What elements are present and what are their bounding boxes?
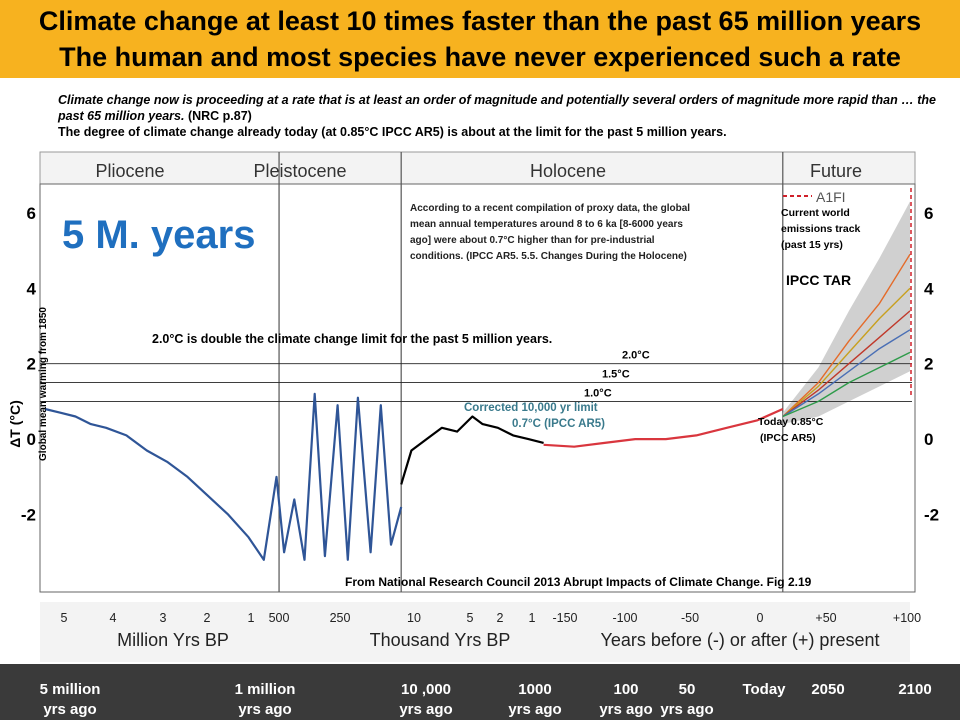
y-tick-right-0: 6 [924, 204, 933, 223]
y-ticks: 6 6 4 4 2 2 0 0 -2 -2 [21, 204, 939, 525]
x-tick-2: 3 [160, 611, 167, 625]
y-tick-right-2: 2 [924, 355, 933, 374]
footer-label-3: 1000 yrs ago [508, 681, 562, 718]
x-axis-label-myr: Million Yrs BP [117, 630, 229, 650]
today-line-1: Today 0.85°C [758, 416, 824, 428]
title-banner: Climate change at least 10 times faster … [0, 0, 960, 78]
series-line-7 [782, 351, 911, 418]
chart: Pliocene Pleistocene Holocene Future 2.0… [7, 151, 939, 662]
reference-lines: 2.0°C 1.5°C 1.0°C [40, 350, 912, 402]
x-ticks: 5 4 3 2 1 500 250 10 5 2 1 -150 -100 -50 0 +50 +100 [61, 611, 922, 625]
series-line-4 [782, 287, 911, 418]
x-tick-7: 10 [407, 611, 421, 625]
reference-label-1: 1.5°C [602, 369, 630, 381]
x-tick-15: +50 [815, 611, 836, 625]
footer-label-4: 100 yrs ago [599, 681, 653, 718]
footer-label-7: 2050 [811, 681, 845, 698]
big-label-5m: 5 M. years [62, 213, 255, 257]
y-tick-left-0: 6 [27, 204, 36, 223]
y-tick-right-4: -2 [924, 506, 939, 525]
x-tick-11: -150 [552, 611, 577, 625]
source-note: From National Research Council 2013 Abru… [345, 575, 812, 589]
emissions-line-1: Current world [781, 207, 850, 219]
x-tick-10: 1 [529, 611, 536, 625]
holocene-note-line-2: mean annual temperatures around 8 to 6 k… [410, 219, 683, 230]
timeline-footer: 5 million yrs ago 1 million yrs ago 10 ,000 y… [0, 664, 960, 720]
y-tick-left-3: 0 [27, 430, 36, 449]
today-line-2: (IPCC AR5) [760, 432, 816, 444]
footer-label-8: 2100 [898, 681, 932, 698]
era-future: Future [810, 161, 862, 181]
y-tick-left-1: 4 [27, 279, 37, 298]
era-pleistocene: Pleistocene [253, 161, 346, 181]
series-line-1 [400, 415, 544, 485]
x-axis-label-kyr: Thousand Yrs BP [370, 630, 511, 650]
era-band [39, 151, 916, 185]
x-tick-8: 5 [467, 611, 474, 625]
y-tick-left-4: -2 [21, 506, 36, 525]
corrected-limit-line-2: 0.7°C (IPCC AR5) [512, 418, 605, 430]
reference-label-2: 1.0°C [584, 387, 612, 399]
x-axis-label-years: Years before (-) or after (+) present [601, 630, 880, 650]
holocene-note-line-4: conditions. (IPCC AR5. 5.5. Changes Duri… [410, 251, 687, 262]
footer-label-2: 10 ,000 yrs ago [399, 681, 453, 718]
holocene-note-line-3: ago] were about 0.7°C higher than for pr… [410, 235, 655, 246]
era-holocene: Holocene [530, 161, 606, 181]
series-line-6 [782, 329, 911, 418]
series-line-0 [44, 392, 403, 561]
x-axis-band [40, 602, 910, 662]
nrc-quote: Climate change now is proceeding at a ra… [58, 93, 936, 123]
x-tick-1: 4 [110, 611, 117, 625]
x-tick-0: 5 [61, 611, 68, 625]
intro-line-2: The degree of climate change already tod… [58, 125, 727, 139]
y-axis-label: ΔT (°C) [7, 400, 23, 448]
x-tick-14: 0 [757, 611, 764, 625]
reference-label-0: 2.0°C [622, 350, 650, 362]
x-tick-12: -100 [612, 611, 637, 625]
emissions-line-2: emissions track [781, 223, 861, 235]
nrc-citation: (NRC p.87) [187, 109, 252, 123]
x-tick-3: 2 [204, 611, 211, 625]
plot-frame [39, 183, 916, 593]
holocene-note-line-1: According to a recent compilation of pro… [410, 203, 690, 214]
y-tick-left-2: 2 [27, 355, 36, 374]
x-tick-5: 500 [269, 611, 290, 625]
intro-text: Climate change now is proceeding at a ra… [58, 92, 938, 140]
y-tick-right-3: 0 [924, 430, 933, 449]
y-axis-sublabel: Global mean warming from 1850 [38, 307, 49, 461]
era-dividers [278, 152, 784, 592]
footer-label-1: 1 million yrs ago [234, 681, 296, 718]
series-line-3 [782, 253, 911, 418]
corrected-limit-line-1: Corrected 10,000 yr limit [464, 402, 598, 414]
title-line-2: The human and most species have never ex… [59, 42, 901, 72]
era-pliocene: Pliocene [95, 161, 164, 181]
holocene-note: According to a recent compilation of pro… [410, 203, 690, 262]
series-line-2 [543, 407, 784, 448]
x-tick-13: -50 [681, 611, 699, 625]
y-tick-right-1: 4 [924, 279, 934, 298]
footer-label-5: 50 yrs ago [660, 681, 714, 718]
emissions-line-3: (past 15 yrs) [781, 239, 843, 251]
ipcc-tar-label: IPCC TAR [786, 272, 851, 288]
x-tick-4: 1 [248, 611, 255, 625]
series-line-5 [782, 310, 911, 418]
title-line-1: Climate change at least 10 times faster … [38, 6, 922, 36]
x-tick-9: 2 [497, 611, 504, 625]
footer-label-0: 5 million yrs ago [39, 681, 101, 718]
a1fi-legend-label: A1FI [816, 189, 846, 205]
footer-label-6: Today [742, 681, 786, 698]
x-tick-6: 250 [330, 611, 351, 625]
series-group [44, 253, 911, 561]
x-tick-16: +100 [893, 611, 921, 625]
limit-note: 2.0°C is double the climate change limit… [152, 332, 552, 346]
